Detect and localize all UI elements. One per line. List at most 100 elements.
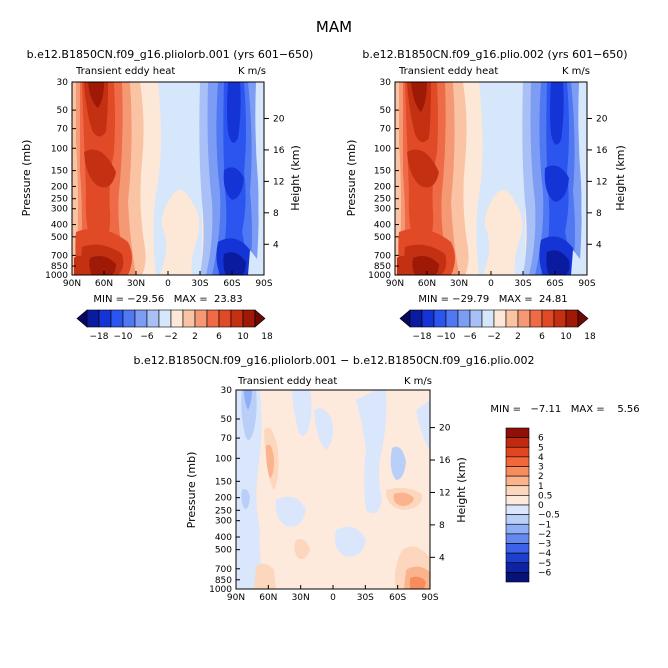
panel-2-stats: MIN = −29.79 MAX = 24.81 [418, 294, 567, 305]
y-tick-label: 200 [51, 182, 68, 192]
colorbar-swatch [541, 309, 555, 328]
y-tick-label: 200 [374, 182, 391, 192]
x-tick-label: 0 [330, 593, 336, 603]
colorbar-label: 6 [216, 332, 222, 342]
x-tick-label: 0 [488, 279, 494, 289]
y-tick-label: 250 [215, 506, 232, 516]
colorbar-label: −10 [437, 332, 456, 342]
x-tick-label: 90N [386, 279, 404, 289]
y-tick-label: 700 [374, 251, 391, 261]
colorbar-swatch [433, 309, 447, 328]
y-tick-label: 100 [374, 144, 391, 154]
y-tick-label: 100 [215, 454, 232, 464]
y2-tick-label: 12 [273, 177, 284, 187]
y2-tick-label: 4 [596, 240, 602, 250]
panel-2-title: b.e12.B1850CN.f09_g16.plio.002 (yrs 601−… [362, 48, 627, 61]
panel-1-title: b.e12.B1850CN.f09_g16.pliolorb.001 (yrs … [27, 48, 314, 61]
colorbar-swatch [505, 543, 530, 554]
colorbar-swatch [577, 309, 589, 328]
colorbar-swatch [565, 309, 579, 328]
x-tick-label: 60N [259, 593, 277, 603]
colorbar-label: −18 [90, 332, 109, 342]
colorbar-swatch [399, 309, 411, 328]
y-tick-label: 70 [57, 125, 69, 135]
colorbar-label: −6 [140, 332, 154, 342]
colorbar-label: 2 [192, 332, 198, 342]
colorbar-swatch [206, 309, 220, 328]
x-tick-label: 90N [63, 279, 81, 289]
y-tick-label: 250 [51, 195, 68, 205]
y-tick-label: 300 [215, 517, 232, 527]
colorbar-swatch [553, 309, 567, 328]
x-tick-label: 30S [191, 279, 208, 289]
panel-1: b.e12.B1850CN.f09_g16.pliolorb.001 (yrs … [20, 48, 313, 342]
y-tick-label: 30 [57, 78, 69, 88]
colorbar-label: 5 [538, 443, 544, 453]
x-tick-label: 90S [421, 593, 438, 603]
x-tick-label: 60N [418, 279, 436, 289]
y-tick-label: 150 [51, 167, 68, 177]
colorbar-swatch [158, 309, 172, 328]
colorbar-swatch [493, 309, 507, 328]
colorbar-label: 18 [261, 332, 273, 342]
colorbar-swatch [481, 309, 495, 328]
y-tick-label: 1000 [45, 271, 68, 281]
panel-3-ylabel: Pressure (mb) [185, 452, 198, 529]
colorbar-swatch [134, 309, 148, 328]
y-tick-label: 500 [374, 233, 391, 243]
colorbar-label: 10 [560, 332, 572, 342]
y2-tick-label: 16 [439, 456, 451, 466]
panel-1-ylabel: Pressure (mb) [20, 140, 33, 217]
panel-3-left-label: Transient eddy heat [237, 376, 337, 387]
x-tick-label: 0 [165, 279, 171, 289]
x-tick-label: 60S [389, 593, 406, 603]
x-tick-label: 30N [127, 279, 145, 289]
panel-1-y2label: Height (km) [289, 145, 302, 211]
colorbar-label: 10 [237, 332, 249, 342]
x-tick-label: 90S [578, 279, 595, 289]
colorbar-label: 2 [538, 472, 544, 482]
y2-tick-label: 16 [596, 146, 608, 156]
y-tick-label: 400 [51, 221, 68, 231]
colorbar-label: 2 [515, 332, 521, 342]
colorbar-label: −18 [413, 332, 432, 342]
panel-1-contour-field [72, 82, 264, 275]
y-tick-label: 700 [51, 251, 68, 261]
colorbar-swatch [505, 456, 530, 467]
panel-3-contour-field [236, 390, 430, 589]
colorbar-label: 18 [584, 332, 596, 342]
x-tick-label: 60N [95, 279, 113, 289]
colorbar-label: −5 [538, 559, 551, 569]
y-tick-label: 70 [221, 434, 233, 444]
colorbar-swatch [505, 446, 530, 458]
x-tick-label: 30S [514, 279, 531, 289]
panel-2-left-label: Transient eddy heat [398, 66, 498, 77]
colorbar-swatch [409, 309, 423, 328]
colorbar-label: −2 [164, 332, 177, 342]
colorbar-swatch [505, 523, 530, 535]
y2-tick-label: 16 [273, 146, 285, 156]
y-tick-label: 500 [51, 233, 68, 243]
colorbar-label: −0.5 [538, 511, 560, 521]
colorbar-swatch [469, 309, 483, 328]
colorbar-label: −1 [538, 520, 551, 530]
colorbar-swatch [170, 309, 184, 328]
panel-1-stats: MIN = −29.56 MAX = 23.83 [93, 294, 242, 305]
x-tick-label: 30S [357, 593, 374, 603]
y-tick-label: 1000 [368, 271, 391, 281]
panel-2-ylabel: Pressure (mb) [345, 140, 358, 217]
colorbar-label: 6 [538, 434, 544, 444]
colorbar-swatch [505, 562, 530, 573]
colorbar-swatch [505, 437, 530, 448]
colorbar-swatch [505, 466, 530, 477]
y2-tick-label: 20 [439, 424, 451, 434]
colorbar-swatch [86, 309, 100, 328]
colorbar-label: −6 [538, 568, 552, 578]
colorbar-swatch [445, 309, 459, 328]
y-tick-label: 700 [215, 565, 232, 575]
colorbar-swatch [517, 309, 531, 328]
y-tick-label: 400 [374, 221, 391, 231]
panel-2-y2label: Height (km) [614, 145, 627, 211]
panel-3-title: b.e12.B1850CN.f09_g16.pliolorb.001 − b.e… [133, 354, 534, 367]
colorbar-swatch [457, 309, 471, 328]
